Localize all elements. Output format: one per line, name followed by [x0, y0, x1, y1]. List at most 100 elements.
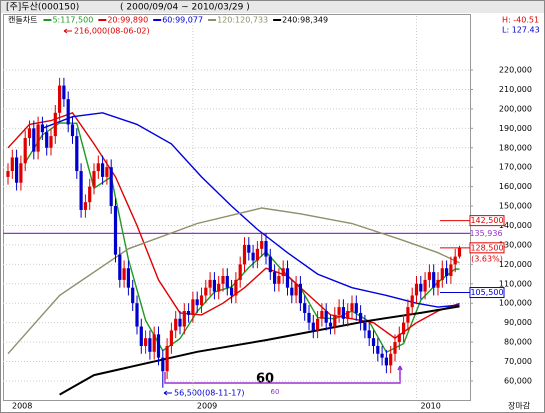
candle-body — [148, 338, 152, 352]
candle-body — [15, 157, 19, 183]
candle-body — [45, 132, 49, 148]
candle-body — [402, 322, 406, 335]
candle-body — [79, 171, 83, 210]
ma-line — [24, 122, 460, 354]
candle-body — [285, 268, 290, 288]
candle-body — [251, 252, 255, 261]
marker-box — [469, 242, 505, 254]
candle-body — [410, 295, 414, 308]
candle-body — [341, 307, 345, 319]
candle-body — [376, 345, 380, 354]
candle-body — [234, 279, 238, 296]
candle-body — [427, 272, 431, 280]
footer: 장마감 — [508, 401, 531, 411]
candle-body — [457, 247, 462, 257]
candle-body — [96, 163, 100, 172]
y-tick-label: 210,000 — [499, 85, 532, 94]
candle-body — [346, 310, 350, 319]
candle-body — [371, 338, 376, 346]
candle-body — [40, 124, 44, 133]
candle-body — [88, 186, 92, 203]
candle-body — [359, 312, 363, 323]
candle-body — [204, 287, 208, 296]
period-sublabel: 60 — [271, 388, 280, 396]
candle-body — [126, 268, 130, 288]
candle-body — [294, 283, 298, 296]
high-arrow — [63, 28, 72, 34]
candle-body — [298, 283, 302, 304]
candle-body — [169, 330, 173, 346]
x-tick-label: 2008 — [12, 402, 32, 411]
candle-body — [92, 171, 96, 187]
candle-body — [363, 322, 367, 331]
ma-line — [7, 111, 460, 340]
candle-body — [70, 124, 75, 137]
chart-subtitle: ( 2000/09/04 ~ 2010/03/29 ) — [120, 3, 250, 13]
low-arrow — [163, 390, 172, 396]
candle-body — [75, 136, 79, 172]
l-label: L: 127.43 — [502, 26, 540, 35]
candle-body — [212, 279, 216, 292]
candle-body — [328, 322, 333, 327]
y-tick-label: 160,000 — [499, 182, 532, 191]
marker-label: 142,500 — [470, 216, 503, 225]
candle-body — [139, 326, 143, 346]
candle-body — [105, 167, 109, 177]
candle-body — [118, 254, 122, 280]
y-tick-label: 130,000 — [499, 240, 532, 249]
candle-body — [303, 303, 307, 313]
candle-body — [350, 303, 354, 311]
candle-body — [247, 244, 251, 253]
h-label: H: -40.51 — [502, 16, 539, 25]
candle-body — [23, 138, 27, 164]
candle-body — [217, 283, 221, 292]
header-bar — [1, 1, 544, 13]
candle-body — [156, 334, 161, 358]
y-tick-label: 120,000 — [499, 260, 532, 269]
ma-line — [7, 207, 460, 355]
marker-box — [469, 287, 505, 299]
candle-body — [152, 334, 156, 352]
candle-body — [380, 353, 384, 358]
legend-label: 240:98,349 — [282, 16, 328, 25]
candle-body — [440, 268, 444, 280]
candle-body — [264, 241, 268, 257]
y-tick-label: 70,000 — [504, 357, 532, 366]
y-tick-label: 180,000 — [499, 143, 532, 152]
candle-body — [199, 295, 204, 306]
candle-body — [414, 283, 419, 296]
candle-body — [182, 310, 186, 327]
candle-body — [101, 163, 105, 177]
candle-body — [436, 279, 440, 288]
candle-body — [255, 248, 259, 261]
candle-body — [113, 206, 118, 255]
candle-body — [432, 272, 436, 288]
legend-label: 20:99,890 — [107, 16, 148, 25]
candle-body — [397, 334, 401, 343]
y-tick-label: 190,000 — [499, 124, 532, 133]
candle-body — [281, 268, 285, 277]
y-tick-label: 100,000 — [499, 299, 532, 308]
marker-note: (3.63%) — [471, 254, 503, 263]
marker-label: 128,500 — [470, 243, 503, 252]
candle-body — [135, 303, 139, 327]
candle-body — [225, 276, 229, 288]
candle-body — [178, 318, 182, 327]
candle-body — [10, 157, 14, 172]
candle-body — [324, 310, 328, 323]
candle-body — [161, 357, 165, 372]
candle-body — [393, 342, 397, 354]
candle-body — [191, 299, 195, 315]
candle-body — [389, 353, 393, 366]
plot-frame — [3, 14, 471, 401]
candle-body — [320, 310, 324, 319]
legend-title: 캔들차트 — [8, 15, 37, 25]
candle-body — [165, 345, 169, 372]
candle-body — [367, 330, 371, 339]
candle-body — [58, 85, 62, 113]
candle-body — [311, 322, 315, 331]
candle-body — [187, 310, 191, 315]
y-tick-label: 170,000 — [499, 163, 532, 172]
y-tick-label: 110,000 — [499, 279, 532, 288]
